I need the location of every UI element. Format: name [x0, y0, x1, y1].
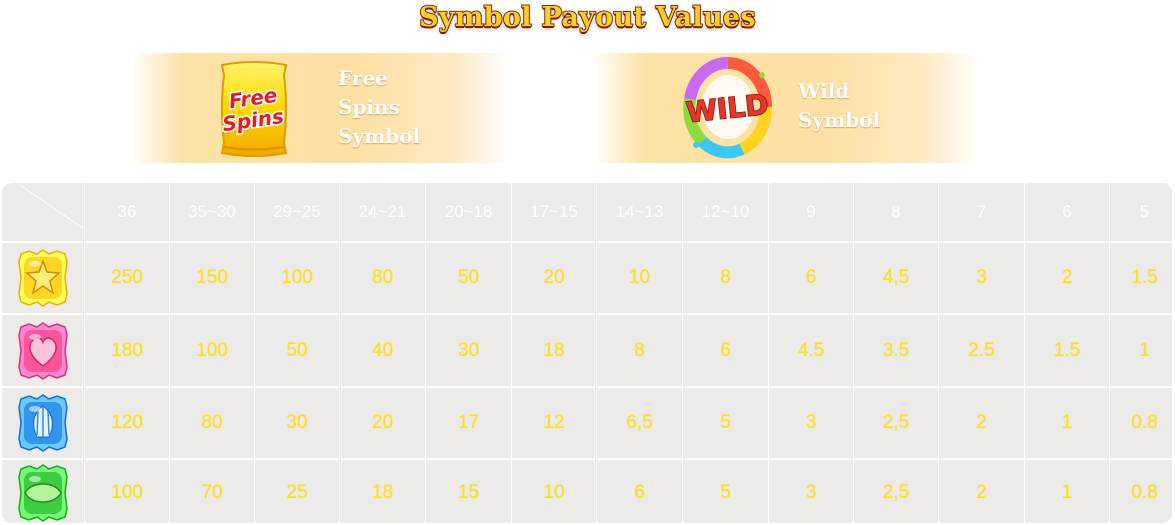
column-header: 36 [85, 183, 169, 241]
column-header: 7 [939, 183, 1024, 241]
payout-value: 2 [1025, 243, 1109, 313]
payout-value: 10 [512, 460, 596, 523]
payout-value: 3 [769, 388, 853, 458]
payout-value: 10 [597, 243, 682, 313]
payout-value: 120 [85, 388, 169, 458]
payout-value: 4.5 [769, 315, 853, 386]
payout-value: 6 [683, 315, 768, 386]
free-spins-symbol-label: Free Spins Symbol [338, 66, 421, 148]
payout-value: 3.5 [854, 315, 938, 386]
payout-table: 36 35~30 29~25 24~21 20~18 17~15 14~13 12~10 9 8 7… [2, 183, 1172, 523]
column-header: 20~18 [426, 183, 511, 241]
payout-value: 80 [170, 388, 254, 458]
payout-value: 18 [512, 315, 596, 386]
column-header: 14~13 [597, 183, 682, 241]
payout-value: 1 [1110, 315, 1172, 386]
blue-striped-candy-icon [2, 388, 84, 458]
payout-value: 8 [683, 243, 768, 313]
column-header: 35~30 [170, 183, 254, 241]
payout-value: 1 [1025, 460, 1109, 523]
payout-value: 25 [255, 460, 339, 523]
payout-value: 1.5 [1025, 315, 1109, 386]
pink-heart-candy-icon [2, 315, 84, 386]
payout-value: 80 [340, 243, 425, 313]
payout-value: 50 [426, 243, 511, 313]
column-header: 9 [769, 183, 853, 241]
payout-value: 40 [340, 315, 425, 386]
payout-value: 0.8 [1110, 388, 1172, 458]
payout-value: 2 [939, 388, 1024, 458]
payout-value: 70 [170, 460, 254, 523]
column-header: 29~25 [255, 183, 339, 241]
payout-value: 1.5 [1110, 243, 1172, 313]
wild-symbol-panel: WILD Wild Symbol [592, 53, 980, 163]
payout-value: 3 [939, 243, 1024, 313]
column-header: 6 [1025, 183, 1109, 241]
table-corner-cell [2, 183, 84, 241]
payout-value: 30 [426, 315, 511, 386]
column-header: 24~21 [340, 183, 425, 241]
payout-value: 8 [597, 315, 682, 386]
payout-value: 180 [85, 315, 169, 386]
payout-value: 2,5 [854, 388, 938, 458]
payout-value: 100 [85, 460, 169, 523]
payout-value: 6,5 [597, 388, 682, 458]
column-header: 12~10 [683, 183, 768, 241]
payout-value: 4,5 [854, 243, 938, 313]
wild-symbol-label: Wild Symbol [798, 79, 881, 132]
payout-value: 5 [683, 388, 768, 458]
payout-value: 30 [255, 388, 339, 458]
payout-value: 50 [255, 315, 339, 386]
column-header: 8 [854, 183, 938, 241]
payout-grid: 36 35~30 29~25 24~21 20~18 17~15 14~13 12~10 9 8 7… [2, 183, 1172, 523]
payout-value: 3 [769, 460, 853, 523]
payout-value: 12 [512, 388, 596, 458]
payout-value: 2.5 [939, 315, 1024, 386]
green-candy-icon [2, 460, 84, 523]
payout-value: 15 [426, 460, 511, 523]
yellow-star-candy-icon [2, 243, 84, 313]
payout-value: 100 [170, 315, 254, 386]
payout-value: 100 [255, 243, 339, 313]
payout-value: 18 [340, 460, 425, 523]
payout-value: 1 [1025, 388, 1109, 458]
wild-icon: WILD [682, 55, 774, 161]
page-title: Symbol Payout Values [418, 1, 757, 34]
payout-value: 6 [769, 243, 853, 313]
payout-value: 250 [85, 243, 169, 313]
wild-icon-text: WILD [685, 88, 770, 129]
payout-value: 17 [426, 388, 511, 458]
column-header: 17~15 [512, 183, 596, 241]
payout-value: 20 [512, 243, 596, 313]
free-spins-symbol-panel: Free Spins Free Spins Symbol [130, 53, 510, 163]
payout-value: 0.8 [1110, 460, 1172, 523]
free-spins-icon: Free Spins [214, 61, 294, 157]
payout-value: 5 [683, 460, 768, 523]
payout-value: 2 [939, 460, 1024, 523]
payout-value: 6 [597, 460, 682, 523]
column-header: 5 [1110, 183, 1172, 241]
payout-value: 20 [340, 388, 425, 458]
payout-value: 2,5 [854, 460, 938, 523]
payout-value: 150 [170, 243, 254, 313]
